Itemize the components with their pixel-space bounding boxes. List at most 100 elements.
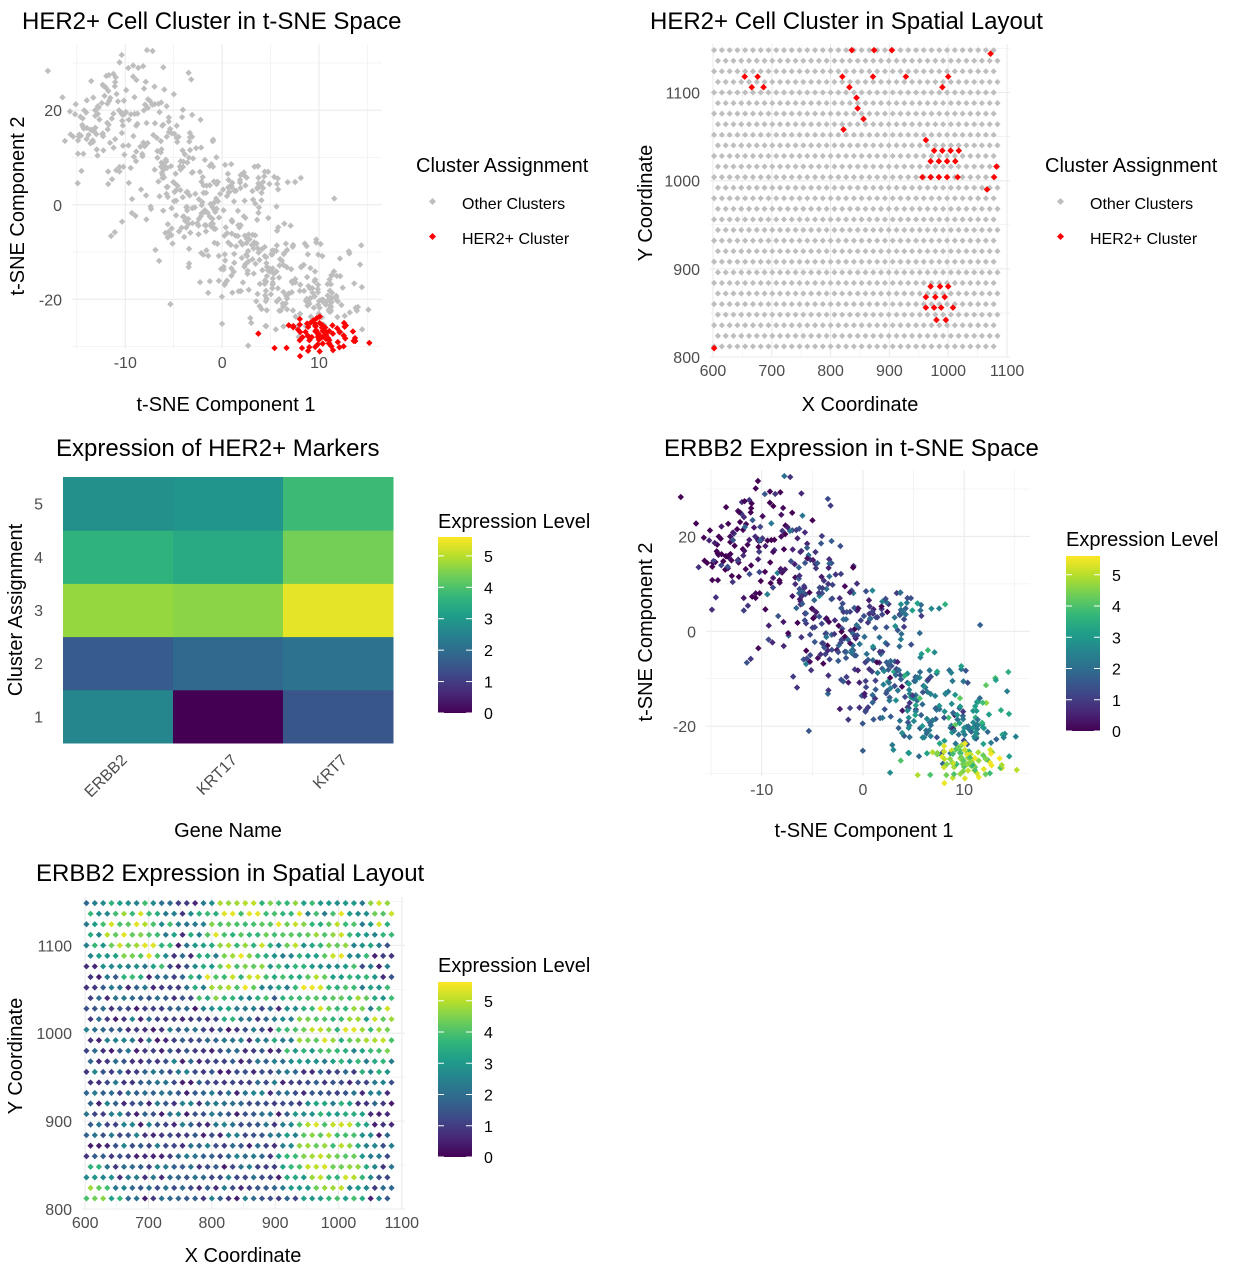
spot-point	[129, 1184, 136, 1192]
cell-point	[108, 176, 116, 183]
spot-point	[120, 931, 128, 938]
spot-point	[371, 1142, 378, 1149]
spot-point	[959, 258, 966, 265]
cell-point	[261, 292, 269, 299]
spot-point	[346, 1184, 353, 1192]
spot-point	[951, 279, 958, 287]
spot-point	[916, 205, 923, 212]
spot-point	[233, 1195, 241, 1202]
spot-point	[990, 89, 997, 96]
spot-point	[905, 47, 912, 54]
spot-point	[854, 205, 861, 212]
cell-point	[188, 76, 195, 83]
spot-point	[714, 142, 722, 149]
spot-point	[162, 1100, 169, 1107]
spot-point	[819, 174, 826, 181]
cell-point	[949, 677, 956, 685]
spot-point	[204, 1058, 211, 1065]
spot-point	[726, 195, 733, 202]
spot-point	[711, 110, 718, 117]
spot-point	[187, 1163, 194, 1170]
spot-point	[870, 163, 877, 170]
cell-point	[263, 259, 270, 267]
cell-point	[822, 630, 829, 637]
spot-point	[279, 1037, 286, 1044]
her2-cell-point	[340, 319, 348, 327]
spot-point	[367, 1153, 374, 1160]
spot-point	[990, 279, 997, 287]
spot-point	[104, 1016, 111, 1023]
spot-point	[920, 47, 927, 54]
cell-point	[164, 234, 171, 241]
spot-point	[141, 1153, 149, 1160]
heatmap-cell	[283, 636, 394, 691]
spot-point	[711, 152, 718, 160]
cell-point	[905, 680, 913, 687]
spot-point	[753, 290, 760, 297]
spot-point	[982, 237, 989, 244]
spot-point	[862, 184, 869, 191]
cell-point	[118, 218, 126, 225]
spot-point	[120, 1016, 128, 1023]
spot-point	[263, 1163, 270, 1170]
spot-point	[267, 1132, 274, 1139]
spot-point	[242, 1195, 249, 1202]
cell-point	[315, 251, 322, 258]
spot-point	[835, 110, 842, 117]
spot-point	[982, 300, 989, 308]
cell-point	[256, 280, 264, 288]
spot-point	[183, 1026, 190, 1033]
spot-point	[975, 174, 982, 181]
her2-cell-point	[305, 333, 312, 340]
spot-point	[780, 89, 788, 96]
spot-point	[773, 131, 780, 138]
spot-point	[250, 1005, 257, 1012]
spot-point	[179, 952, 186, 959]
her2-spot-point	[937, 304, 945, 311]
spot-point	[141, 1132, 149, 1139]
colorbar-tick-label: 1	[484, 1119, 493, 1136]
spot-point	[342, 1174, 349, 1181]
cell-point	[700, 534, 708, 541]
her2-cell-point	[319, 340, 326, 347]
spot-point	[91, 1089, 98, 1097]
spot-point	[877, 184, 885, 191]
spot-point	[905, 89, 912, 96]
spot-point	[158, 1026, 165, 1033]
spot-point	[986, 205, 993, 212]
spot-point	[862, 269, 869, 276]
spot-point	[242, 984, 249, 991]
spot-point	[263, 1016, 270, 1023]
grid	[710, 44, 1010, 358]
cell-point	[754, 477, 762, 485]
spot-point	[288, 1058, 295, 1065]
cell-point	[722, 552, 729, 560]
spot-point	[831, 269, 838, 276]
cell-point	[151, 83, 158, 90]
cell-point	[902, 605, 909, 612]
spot-point	[718, 152, 725, 160]
spot-point	[141, 900, 149, 907]
spot-point	[757, 131, 764, 138]
spot-point	[325, 984, 332, 991]
spot-point	[296, 1037, 303, 1044]
her2-spot-point	[941, 293, 949, 301]
spot-point	[753, 57, 760, 64]
cell-point	[940, 714, 948, 721]
spot-point	[283, 1195, 291, 1202]
spot-point	[901, 332, 908, 339]
her2-cell-point	[959, 760, 967, 768]
spot-point	[959, 279, 966, 287]
spot-point	[753, 163, 760, 170]
spot-point	[300, 1068, 307, 1075]
spot-point	[862, 99, 869, 107]
spot-point	[137, 1184, 144, 1192]
spot-point	[912, 258, 920, 265]
spot-point	[275, 900, 282, 907]
spot-point	[986, 121, 993, 128]
spot-point	[792, 57, 799, 64]
spot-point	[745, 226, 753, 234]
her2-spot-point	[954, 173, 961, 181]
cell-point	[749, 516, 756, 524]
spot-point	[309, 1047, 316, 1054]
